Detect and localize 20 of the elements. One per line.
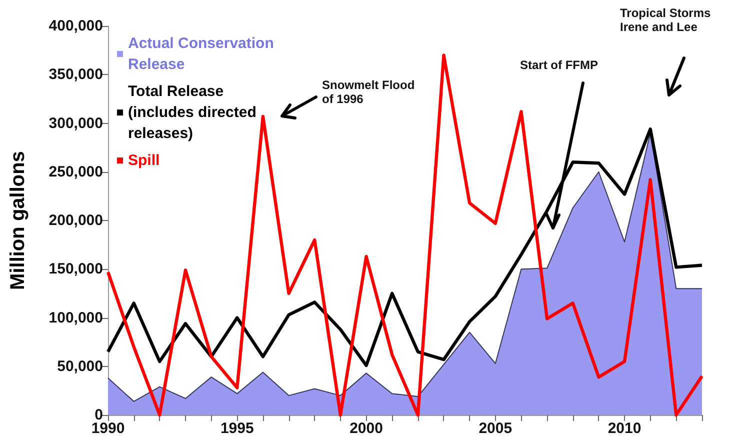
- legend-label: Actual Conservation Release: [128, 35, 278, 73]
- y-tick-label: 100,000: [48, 309, 103, 326]
- y-tick-label: 150,000: [48, 260, 103, 278]
- y-tick-label: 250,000: [48, 163, 103, 180]
- y-tick-label: 350,000: [48, 66, 103, 84]
- y-tick-label: 50,000: [57, 358, 103, 375]
- legend-label: Total Release (includes directed releases): [128, 83, 261, 142]
- x-tick-label: 1995: [220, 420, 254, 437]
- y-tick-label: 200,000: [48, 212, 103, 229]
- x-tick-label: 2010: [608, 420, 642, 437]
- y-tick-label: 400,000: [48, 18, 103, 34]
- y-tick-label: 300,000: [48, 114, 103, 132]
- legend-label: Spill: [128, 152, 160, 169]
- y-axis-title: Million gallons: [7, 151, 29, 290]
- x-tick-label: 2000: [350, 420, 383, 437]
- annotation: Tropical Storms Irene and Lee: [620, 6, 711, 34]
- line-series: [106, 127, 704, 368]
- x-tick-label: 2005: [478, 420, 512, 437]
- annotation: Snowmelt Flood of 1996: [322, 78, 415, 106]
- annotation: Start of FFMP: [520, 58, 598, 72]
